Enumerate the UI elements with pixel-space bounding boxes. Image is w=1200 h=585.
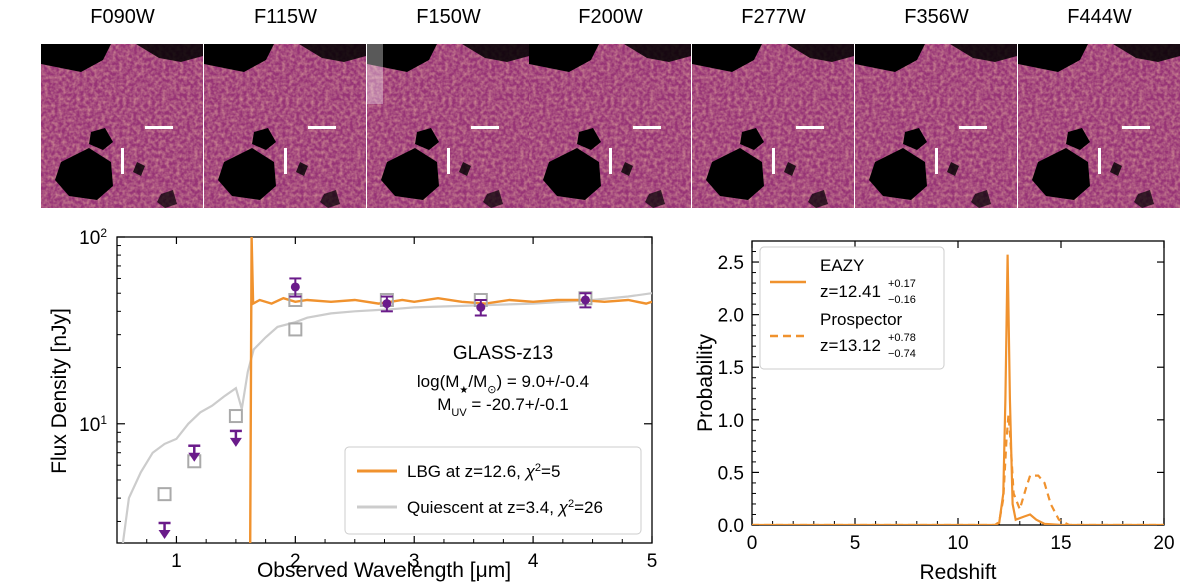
cutout-image-f090w xyxy=(41,44,203,208)
stellar-mass-annotation: log(M★/M⊙) = 9.0+/-0.4 xyxy=(417,372,589,396)
cutout-image-f200w xyxy=(529,44,691,208)
legend-prospector-name: Prospector xyxy=(820,310,903,329)
sed-x-tick-label: 3 xyxy=(409,551,420,572)
band-label-f444w: F444W xyxy=(1067,6,1132,28)
sed-x-tick-label: 4 xyxy=(528,551,539,572)
pdf-y-tick-label: 2.5 xyxy=(718,253,744,274)
legend-eazy-value: z=12.41 xyxy=(820,282,881,301)
legend-quiescent-label: Quiescent at z=3.4, χ2=26 xyxy=(407,498,603,517)
pdf-y-tick-label: 0.5 xyxy=(718,463,744,484)
observed-flux-point xyxy=(382,299,392,309)
pdf-y-axis-label: Probability xyxy=(694,333,717,432)
cutout-image-f444w xyxy=(1018,44,1180,208)
pdf-x-tick-label: 15 xyxy=(1050,533,1071,554)
band-label-f200w: F200W xyxy=(578,6,643,28)
legend-eazy-lower-error: −0.16 xyxy=(888,294,916,306)
cutout-image-f115w xyxy=(204,44,366,208)
band-label-f356w: F356W xyxy=(904,6,969,28)
observed-flux-point xyxy=(290,282,300,292)
sed-y-tick-label: 102 xyxy=(79,226,107,249)
legend-eazy-name: EAZY xyxy=(820,256,864,275)
pdf-x-tick-label: 20 xyxy=(1153,533,1174,554)
pdf-y-tick-label: 1.5 xyxy=(718,358,744,379)
upper-limit-arrow xyxy=(188,452,201,462)
muv-annotation: MUV = -20.7+/-0.1 xyxy=(437,395,569,419)
model-photometry-square xyxy=(228,409,243,424)
prospector-pdf-line xyxy=(752,414,1164,525)
sed-y-tick-label: 101 xyxy=(79,413,107,436)
model-photometry-square xyxy=(288,322,303,337)
sed-x-tick-label: 2 xyxy=(290,551,301,572)
redshift-pdf-chart: 0 5 10 15 20 0.0 0.5 1.0 1.5 2.0 2.5 Redshift Prob… xyxy=(694,240,1175,584)
cutout-image-f356w xyxy=(855,44,1017,208)
upper-limit-arrow xyxy=(229,437,242,447)
observed-flux-point xyxy=(580,295,590,305)
band-label-f150w: F150W xyxy=(416,6,481,28)
sed-legend: LBG at z=12.6, χ2=5 Quiescent at z=3.4, … xyxy=(344,446,642,535)
model-photometry-square xyxy=(157,487,172,502)
pdf-legend: EAZY z=12.41 +0.17 −0.16 Prospector z=13… xyxy=(759,246,945,370)
pdf-y-tick-label: 1.0 xyxy=(718,411,744,432)
pdf-x-tick-label: 5 xyxy=(850,533,861,554)
sed-x-axis-label: Observed Wavelength [μm] xyxy=(257,559,511,582)
legend-prospector-upper-error: +0.78 xyxy=(888,332,916,344)
sed-chart: 1 2 3 4 5 101 102 Observed Wavelength [μm] Flu… xyxy=(48,226,658,582)
sed-y-axis-label: Flux Density [nJy] xyxy=(48,308,71,474)
band-label-f115w: F115W xyxy=(254,6,317,28)
legend-lbg-label: LBG at z=12.6, χ2=5 xyxy=(407,462,560,481)
legend-prospector-value: z=13.12 xyxy=(820,336,881,355)
source-name: GLASS-z13 xyxy=(453,343,553,364)
pdf-x-axis-label: Redshift xyxy=(919,561,996,584)
quiescent-model-line xyxy=(121,292,652,543)
band-label-f090w: F090W xyxy=(90,6,155,28)
pdf-x-tick-label: 0 xyxy=(747,533,758,554)
pdf-y-tick-label: 2.0 xyxy=(718,306,744,327)
observed-flux-point xyxy=(476,302,486,312)
pdf-x-tick-label: 10 xyxy=(947,533,968,554)
legend-prospector-lower-error: −0.74 xyxy=(888,348,916,360)
legend-eazy-upper-error: +0.17 xyxy=(888,278,916,290)
sed-x-tick-label: 5 xyxy=(647,551,658,572)
upper-limit-arrow xyxy=(158,529,171,539)
pdf-y-tick-label: 0.0 xyxy=(718,516,744,537)
cutout-image-f150w xyxy=(367,44,529,208)
sed-x-tick-label: 1 xyxy=(171,551,182,572)
band-label-f277w: F277W xyxy=(741,6,806,28)
cutout-image-f277w xyxy=(692,44,854,208)
